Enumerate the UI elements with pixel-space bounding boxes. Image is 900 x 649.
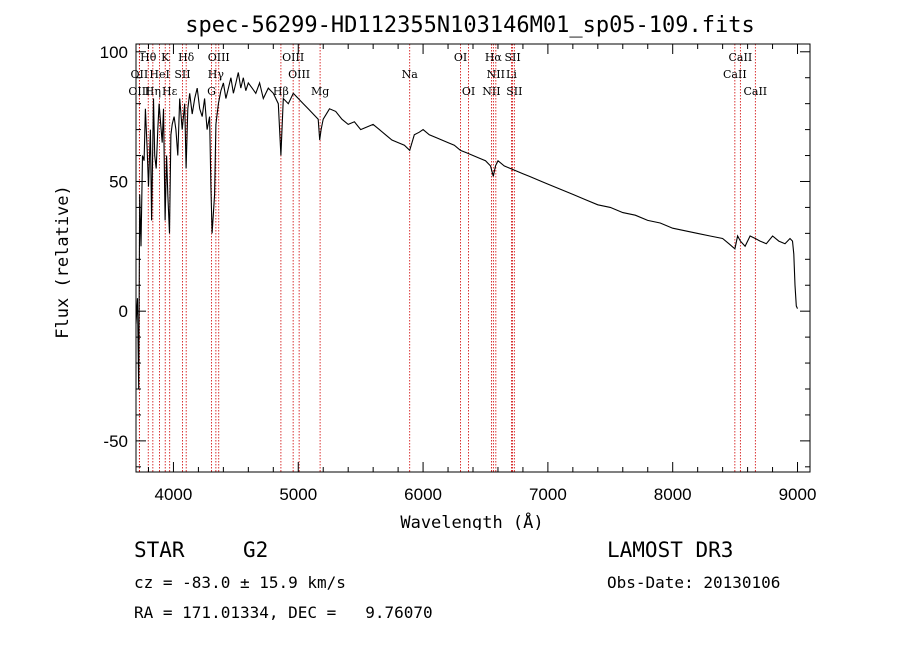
spectral-line-label: CaII: [743, 85, 767, 98]
spectrum-chart: spec-56299-HD112355N103146M01_sp05-109.f…: [53, 13, 817, 530]
object-subclass: G2: [243, 538, 269, 562]
spectral-line-label: Hη: [145, 85, 161, 98]
x-tick-label: 6000: [404, 485, 442, 504]
x-axis-label: Wavelength (Å): [400, 511, 543, 530]
x-tick-label: 4000: [155, 485, 193, 504]
x-tick-label: 9000: [779, 485, 817, 504]
spectral-line-label: OI: [462, 85, 475, 98]
spectral-line-label: CaII: [729, 51, 753, 64]
observation-date: Obs-Date: 20130106: [607, 573, 781, 592]
x-tick-label: 8000: [654, 485, 692, 504]
plot-frame: [135, 43, 811, 473]
object-class: STAR: [134, 538, 185, 562]
spectral-line-label: NII: [482, 85, 500, 98]
spectral-line-label: CaII: [723, 68, 747, 81]
spectral-line-label: SII: [174, 68, 190, 81]
spectral-line-label: HeI: [149, 68, 169, 81]
y-tick-label: 50: [109, 172, 128, 191]
survey-name: LAMOST DR3: [607, 538, 734, 562]
y-tick-label: 0: [119, 302, 128, 321]
spectral-line-label: OIII: [288, 68, 310, 81]
spectral-line-label: G: [207, 85, 216, 98]
spectral-line-label: Li: [506, 68, 517, 81]
spectral-line-label: K: [161, 51, 170, 64]
coordinates: RA = 171.01334, DEC = 9.76070: [134, 603, 433, 622]
spectral-line-markers: [138, 44, 756, 472]
spectral-line-label: Hγ: [208, 68, 225, 81]
x-axis-ticks: 4000 5000 6000 7000 8000 9000: [147, 44, 817, 504]
spectral-line-label: Hβ: [273, 85, 289, 98]
spectral-line-label: SII: [506, 85, 522, 98]
y-tick-label: -50: [103, 432, 128, 451]
spectral-line-label: Hε: [162, 85, 178, 98]
spectral-line-label: OI: [454, 51, 467, 64]
spectral-line-label: Na: [402, 68, 419, 81]
x-tick-label: 7000: [529, 485, 567, 504]
redshift-velocity: cz = -83.0 ± 15.9 km/s: [134, 573, 346, 592]
spectrum-series-line: [135, 72, 798, 390]
y-tick-label: 100: [100, 43, 128, 62]
spectral-line-label: OII: [131, 68, 149, 81]
x-tick-label: 5000: [279, 485, 317, 504]
spectral-line-label: OIII: [128, 85, 150, 98]
spectral-line-label: Hα: [485, 51, 503, 64]
spectral-line-label: OIII: [208, 51, 230, 64]
spectral-line-label: NII: [487, 68, 505, 81]
spectral-line-label: SII: [504, 51, 520, 64]
spectral-line-label: Mg: [311, 85, 329, 98]
y-axis-ticks: -50 0 50 100: [100, 43, 810, 468]
chart-title: spec-56299-HD112355N103146M01_sp05-109.f…: [185, 13, 755, 38]
spectral-line-label: Hδ: [178, 51, 195, 64]
spectral-line-label: OIII: [282, 51, 304, 64]
spectral-line-label: Hθ: [140, 51, 157, 64]
y-axis-label: Flux (relative): [53, 185, 73, 339]
